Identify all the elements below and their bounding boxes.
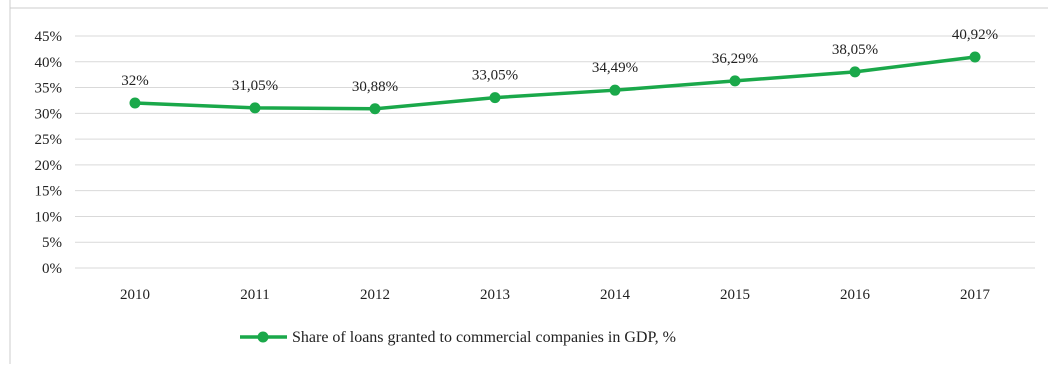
x-tick-label: 2014	[600, 287, 631, 303]
data-label: 38,05%	[832, 42, 878, 58]
chart-frame	[9, 0, 1048, 364]
data-point	[609, 84, 621, 96]
data-point	[129, 97, 141, 109]
y-tick-label: 0%	[42, 261, 62, 277]
y-tick-label: 5%	[42, 235, 62, 251]
x-tick-label: 2012	[360, 287, 390, 303]
y-tick-label: 40%	[35, 55, 63, 71]
data-point	[969, 51, 981, 63]
y-tick-label: 35%	[35, 81, 63, 97]
series-line	[134, 55, 976, 111]
x-axis-ticks: 2010 2011 2012 2013 2014 2015 2016 2017	[120, 287, 991, 303]
data-label: 33,05%	[472, 68, 518, 84]
y-tick-label: 25%	[35, 132, 63, 148]
legend-label: Share of loans granted to commercial com…	[292, 329, 676, 346]
y-axis-ticks: 0% 5% 10% 15% 20% 25% 30% 35% 40% 45%	[35, 29, 63, 277]
x-tick-label: 2013	[480, 287, 510, 303]
y-tick-label: 20%	[35, 158, 63, 174]
x-tick-label: 2010	[120, 287, 150, 303]
y-tick-label: 10%	[35, 209, 63, 225]
data-label: 36,29%	[712, 51, 758, 67]
data-point	[849, 66, 861, 78]
data-point	[729, 75, 741, 87]
legend-marker	[257, 331, 269, 343]
data-label: 40,92%	[952, 27, 998, 43]
y-tick-label: 45%	[35, 29, 63, 45]
data-point	[369, 103, 381, 115]
series-layer	[129, 51, 981, 115]
x-tick-label: 2017	[960, 287, 991, 303]
x-tick-label: 2015	[720, 287, 750, 303]
x-tick-label: 2011	[240, 287, 269, 303]
gridlines	[75, 35, 1035, 269]
data-label: 30,88%	[352, 79, 398, 95]
data-point	[249, 102, 261, 114]
x-tick-label: 2016	[840, 287, 871, 303]
y-tick-label: 30%	[35, 106, 63, 122]
y-tick-label: 15%	[35, 184, 63, 200]
data-label: 34,49%	[592, 60, 638, 76]
data-label: 32%	[121, 73, 149, 89]
data-labels: 32% 31,05% 30,88% 33,05% 34,49% 36,29% 38,05% 4…	[121, 27, 998, 95]
data-label: 31,05%	[232, 78, 278, 94]
legend: Share of loans granted to commercial com…	[240, 329, 676, 346]
data-point	[489, 92, 501, 104]
